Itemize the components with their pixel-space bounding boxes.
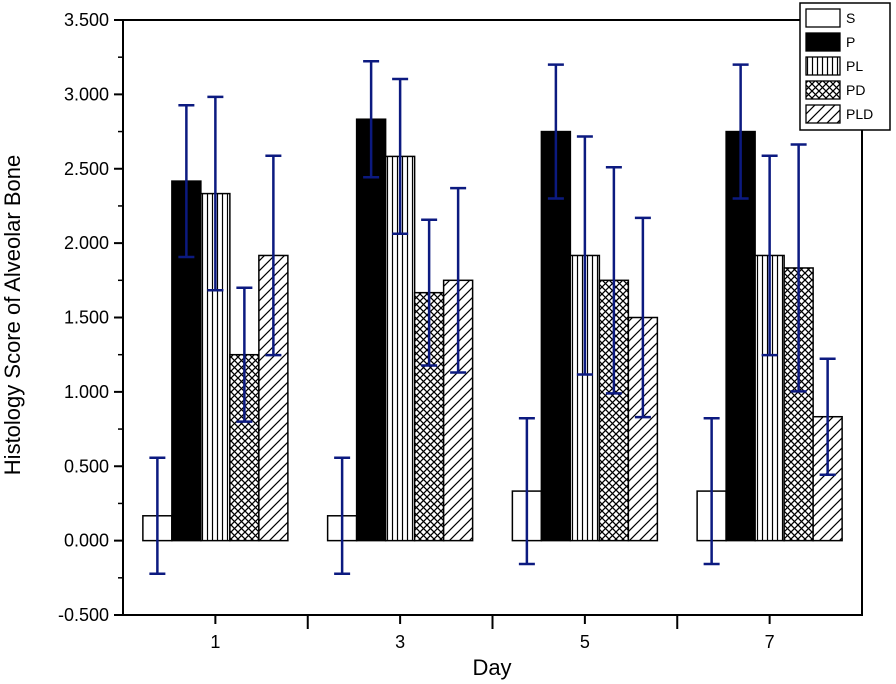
- error-bar-pld-day-7: [819, 357, 836, 476]
- legend-label-pld: PLD: [846, 106, 873, 122]
- y-tick-label: 3.500: [64, 10, 109, 30]
- error-bar-pd-day-3: [421, 218, 438, 367]
- y-tick-label: 0.000: [64, 531, 109, 551]
- legend-swatch-p: [805, 32, 841, 52]
- y-tick-label: 3.000: [64, 84, 109, 104]
- y-tick-label: 1.000: [64, 382, 109, 402]
- y-tick-label: 2.000: [64, 233, 109, 253]
- x-tick-label: 7: [765, 632, 775, 652]
- error-bar-pld-day-3: [450, 186, 467, 374]
- error-bar-pl-day-3: [392, 77, 409, 236]
- legend-label-p: P: [846, 34, 855, 50]
- y-tick-label: 2.500: [64, 159, 109, 179]
- legend-swatch-s: [805, 8, 841, 28]
- legend-label-pl: PL: [846, 58, 863, 74]
- legend-label-s: S: [846, 10, 855, 26]
- error-bar-s-day-7: [703, 416, 720, 566]
- error-bar-pd-day-7: [790, 143, 807, 393]
- y-axis-title: Histology Score of Alveolar Bone: [0, 155, 25, 475]
- error-bar-pl-day-5: [576, 135, 593, 376]
- legend: SP PL PD PLD: [799, 2, 891, 131]
- error-bar-pl-day-1: [207, 95, 224, 292]
- legend-label-pd: PD: [846, 82, 865, 98]
- x-tick-label: 5: [580, 632, 590, 652]
- error-bar-p-day-7: [732, 63, 749, 200]
- y-tick-label: 0.500: [64, 456, 109, 476]
- legend-swatch-pd: [805, 80, 841, 100]
- bar-p-day-3: [355, 118, 387, 542]
- error-bar-pd-day-5: [605, 166, 622, 395]
- bar-series: [142, 118, 843, 542]
- error-bar-p-day-3: [363, 59, 380, 179]
- y-tick-label: -0.500: [58, 605, 109, 625]
- error-bar-s-day-3: [334, 456, 351, 576]
- error-bars: [149, 59, 836, 576]
- error-bar-s-day-1: [149, 456, 166, 576]
- legend-swatch-pld: [805, 104, 841, 124]
- x-tick-label: 1: [210, 632, 220, 652]
- error-bar-p-day-1: [178, 103, 195, 259]
- legend-swatch-pl: [805, 56, 841, 76]
- x-tick-label: 3: [395, 632, 405, 652]
- x-axis-title: Day: [472, 655, 511, 680]
- error-bar-pl-day-7: [761, 154, 778, 357]
- error-bar-s-day-5: [518, 416, 535, 566]
- y-tick-label: 1.500: [64, 308, 109, 328]
- y-axis: -0.500 0.000 0.500 1.000 1.500 2.000 2.500 3.00…: [58, 10, 123, 625]
- error-bar-pld-day-1: [265, 154, 282, 357]
- x-axis: 1 3 5 7: [210, 615, 775, 652]
- error-bar-p-day-5: [547, 63, 564, 200]
- error-bar-pd-day-1: [236, 286, 253, 423]
- error-bar-pld-day-5: [634, 216, 651, 419]
